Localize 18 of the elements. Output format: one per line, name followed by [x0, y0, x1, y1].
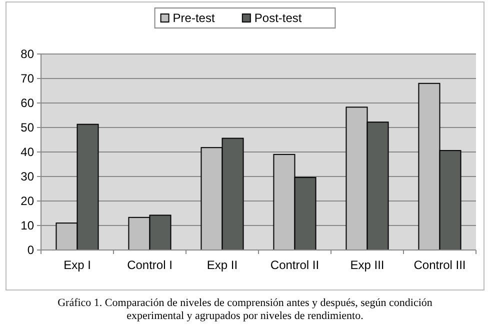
x-tick-label: Control II: [270, 258, 320, 272]
x-tick-label: Exp I: [64, 258, 91, 272]
y-tick-label: 10: [20, 218, 34, 233]
y-tick-label: 40: [20, 145, 34, 160]
y-tick-label: 0: [27, 243, 34, 258]
text: Gráfico 1. Comparación de niveles de comprensión antes y después, según condición experimental y agrupados por niveles de rendimiento.: [58, 297, 433, 322]
y-tick-label: 60: [20, 96, 34, 110]
x-tick-label: Control III: [414, 258, 466, 272]
x-tick-label: Control I: [127, 258, 172, 272]
y-tick-label: 20: [20, 194, 34, 208]
y-tick-label: 50: [20, 120, 34, 135]
y-tick-label: 80: [20, 47, 34, 62]
x-tick-label: Exp II: [206, 258, 238, 272]
x-tick-label: Exp III: [350, 258, 384, 272]
legend-label: Post-test: [254, 11, 302, 26]
y-tick-label: 70: [20, 72, 34, 86]
y-tick-label: 30: [20, 170, 34, 184]
legend-label: Pre-test: [172, 11, 216, 26]
